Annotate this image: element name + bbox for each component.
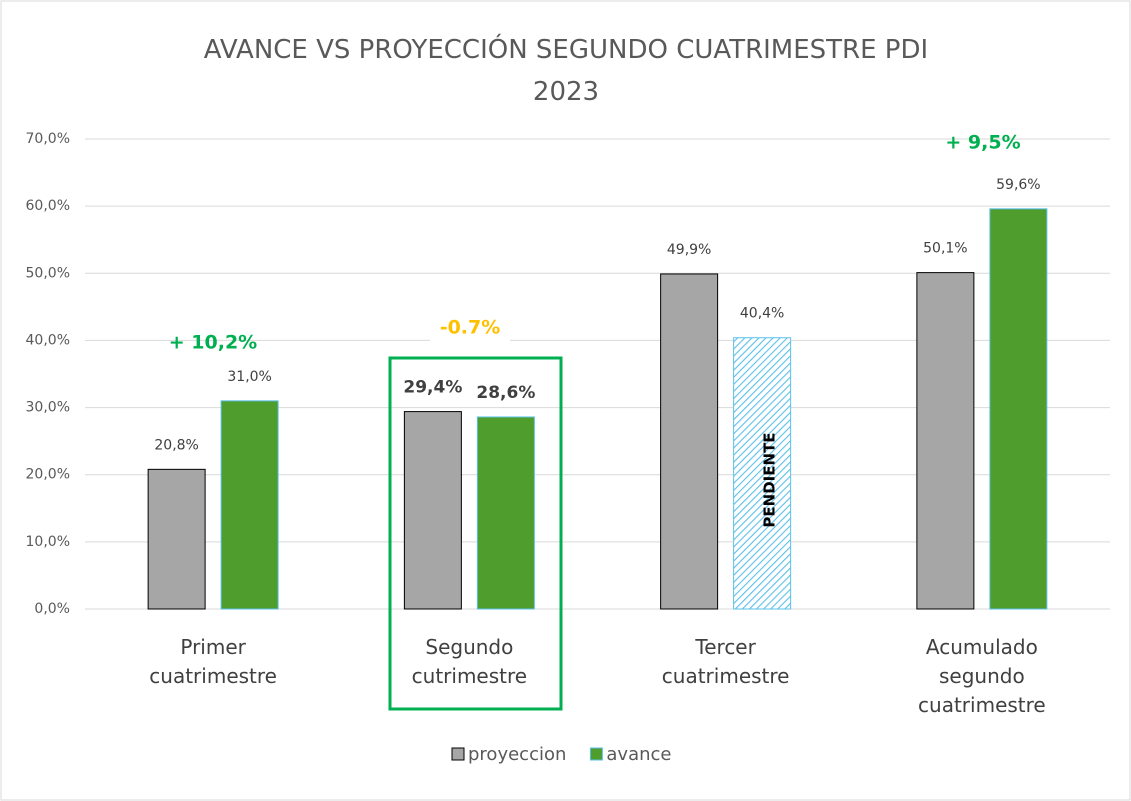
y-tick-label: 40,0%	[26, 332, 70, 348]
value-label: 28,6%	[476, 383, 535, 403]
annotation: + 10,2%	[169, 332, 257, 354]
legend-label: proyeccion	[468, 744, 566, 765]
value-label: 40,4%	[740, 306, 784, 322]
bar	[733, 337, 792, 610]
annotation: PENDIENTE	[761, 432, 779, 527]
highlight-box	[388, 356, 563, 711]
annotation: -0.7%	[440, 317, 501, 339]
value-label: 31,0%	[227, 369, 271, 385]
y-tick-label: 20,0%	[26, 467, 70, 483]
y-tick-label: 30,0%	[26, 400, 70, 416]
x-tick-label: Acumulado segundo cuatrimestre	[918, 635, 1046, 717]
bar	[403, 411, 462, 610]
bar	[660, 273, 719, 610]
bar	[916, 272, 975, 610]
annotation-bg	[430, 314, 510, 342]
value-label: 29,4%	[403, 378, 462, 398]
legend-label: avance	[606, 744, 671, 765]
y-tick-label: 70,0%	[26, 131, 70, 147]
value-label: 59,6%	[996, 177, 1040, 193]
y-tick-label: 0,0%	[34, 601, 70, 617]
annotation: + 9,5%	[945, 132, 1020, 154]
chart-title: AVANCE VS PROYECCIÓN SEGUNDO CUATRIMESTR…	[204, 33, 928, 107]
value-label: 49,9%	[667, 242, 711, 258]
legend-swatch	[589, 747, 603, 761]
x-tick-label: Segundo cutrimestre	[412, 635, 527, 688]
x-tick-label: Primer cuatrimestre	[149, 635, 277, 688]
x-tick-label: Tercer cuatrimestre	[662, 635, 790, 688]
legend-swatch	[451, 747, 465, 761]
value-label: 20,8%	[154, 437, 198, 453]
y-tick-label: 50,0%	[26, 265, 70, 281]
y-tick-label: 60,0%	[26, 198, 70, 214]
bar	[147, 468, 206, 610]
value-label: 50,1%	[923, 241, 967, 257]
bar	[476, 416, 535, 610]
bar	[220, 400, 279, 610]
y-tick-label: 10,0%	[26, 534, 70, 550]
bar	[989, 208, 1048, 610]
